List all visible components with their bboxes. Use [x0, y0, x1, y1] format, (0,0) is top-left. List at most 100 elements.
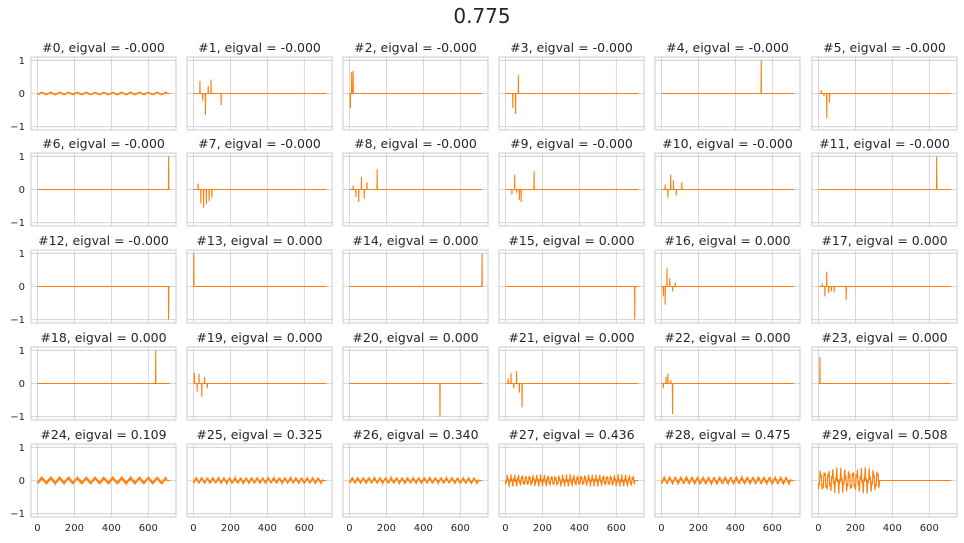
panel-title: #6, eigval = -0.000: [42, 136, 165, 151]
x-tick-label: 0: [502, 523, 508, 534]
x-tick-label: 600: [763, 523, 782, 534]
x-tick-label: 600: [607, 523, 626, 534]
panel-10: #10, eigval = -0.000: [654, 136, 801, 227]
panel-frame: [186, 346, 333, 421]
panel-frame: [654, 152, 801, 227]
panel-26: #26, eigval = 0.340 0 200 400 600: [342, 427, 489, 534]
panel-title: #25, eigval = 0.325: [196, 427, 322, 442]
panel-16: #16, eigval = 0.000: [654, 233, 801, 324]
panel-title: #21, eigval = 0.000: [508, 330, 634, 345]
x-tick-label: 400: [883, 523, 902, 534]
y-tick-label: −1: [10, 509, 25, 520]
eigenvector-line: [818, 156, 952, 191]
eigenvector-line: [661, 373, 795, 415]
panel-20: #20, eigval = 0.000: [342, 330, 489, 421]
x-tick-label: 0: [658, 523, 664, 534]
panel-frame: [498, 56, 645, 131]
x-tick-label: 0: [34, 523, 40, 534]
x-tick-label: 200: [65, 523, 84, 534]
x-tick-label: 400: [414, 523, 433, 534]
x-tick-label: 400: [726, 523, 745, 534]
y-tick-label: −1: [10, 122, 25, 133]
panel-frame: [30, 443, 177, 518]
figure-title: 0.775: [453, 4, 511, 28]
eigenvector-line: [661, 174, 795, 198]
eigenvector-line: [661, 268, 795, 305]
panel-frame: [342, 443, 489, 518]
panel-4: #4, eigval = -0.000: [654, 40, 801, 131]
panel-title: #26, eigval = 0.340: [352, 427, 478, 442]
panel-title: #17, eigval = 0.000: [821, 233, 947, 248]
eigenvector-line: [661, 60, 795, 95]
panel-18: #18, eigval = 0.000 −1 0 1: [10, 330, 177, 423]
eigenvector-line: [36, 90, 171, 97]
panel-title: #3, eigval = -0.000: [510, 40, 633, 55]
panel-title: #9, eigval = -0.000: [510, 136, 633, 151]
x-tick-label: 0: [346, 523, 352, 534]
panel-frame: [186, 249, 333, 324]
panel-frame: [30, 56, 177, 131]
panel-frame: [498, 249, 645, 324]
y-tick-label: 1: [19, 152, 25, 163]
x-tick-label: 600: [451, 523, 470, 534]
y-tick-label: 0: [19, 89, 25, 100]
panel-9: #9, eigval = -0.000: [498, 136, 645, 227]
y-tick-label: 0: [19, 476, 25, 487]
panel-title: #10, eigval = -0.000: [662, 136, 793, 151]
panel-title: #0, eigval = -0.000: [42, 40, 165, 55]
y-tick-label: 0: [19, 282, 25, 293]
panel-14: #14, eigval = 0.000: [342, 233, 489, 324]
x-tick-label: 200: [689, 523, 708, 534]
panel-title: #22, eigval = 0.000: [664, 330, 790, 345]
eigenvector-line: [349, 382, 483, 417]
panel-frame: [654, 56, 801, 131]
eigenvector-line: [36, 475, 171, 487]
panel-8: #8, eigval = -0.000: [342, 136, 489, 227]
panel-title: #28, eigval = 0.475: [664, 427, 790, 442]
panel-frame: [186, 443, 333, 518]
panel-frame: [811, 56, 958, 131]
panel-frame: [654, 443, 801, 518]
eigenvector-line: [817, 467, 952, 494]
panel-21: #21, eigval = 0.000: [498, 330, 645, 421]
panel-title: #18, eigval = 0.000: [40, 330, 166, 345]
eigenvector-line: [37, 350, 171, 385]
x-tick-label: 600: [139, 523, 158, 534]
eigenvector-line: [818, 90, 952, 119]
y-tick-label: −1: [10, 315, 25, 326]
panel-frame: [811, 249, 958, 324]
panel-frame: [811, 152, 958, 227]
panel-frame: [342, 249, 489, 324]
eigenvector-line: [193, 372, 327, 397]
panel-title: #7, eigval = -0.000: [198, 136, 321, 151]
x-tick-label: 200: [377, 523, 396, 534]
panel-27: #27, eigval = 0.436 0 200 400 600: [498, 427, 645, 534]
eigenvector-line: [505, 171, 639, 203]
panel-title: #14, eigval = 0.000: [352, 233, 478, 248]
eigenvector-line: [193, 253, 327, 288]
x-tick-label: 400: [258, 523, 277, 534]
eigenvector-line: [349, 70, 483, 109]
panel-22: #22, eigval = 0.000: [654, 330, 801, 421]
eigenvector-line: [818, 356, 952, 385]
panel-frame: [342, 152, 489, 227]
y-tick-label: 1: [19, 346, 25, 357]
panel-title: #27, eigval = 0.436: [508, 427, 634, 442]
panel-title: #16, eigval = 0.000: [664, 233, 790, 248]
panel-11: #11, eigval = -0.000: [811, 136, 958, 227]
panel-title: #11, eigval = -0.000: [819, 136, 950, 151]
panel-6: #6, eigval = -0.000 −1 0 1: [10, 136, 177, 229]
eigenvector-line: [505, 75, 639, 115]
panel-19: #19, eigval = 0.000: [186, 330, 333, 421]
panel-12: #12, eigval = -0.000 −1 0 1: [10, 233, 177, 326]
eigenvector-line: [504, 472, 639, 489]
panel-title: #23, eigval = 0.000: [821, 330, 947, 345]
panel-13: #13, eigval = 0.000: [186, 233, 333, 324]
panel-25: #25, eigval = 0.325 0 200 400 600: [186, 427, 333, 534]
y-tick-label: 1: [19, 56, 25, 67]
panel-frame: [654, 346, 801, 421]
panel-title: #12, eigval = -0.000: [38, 233, 169, 248]
panel-frame: [186, 152, 333, 227]
panel-title: #24, eigval = 0.109: [40, 427, 166, 442]
